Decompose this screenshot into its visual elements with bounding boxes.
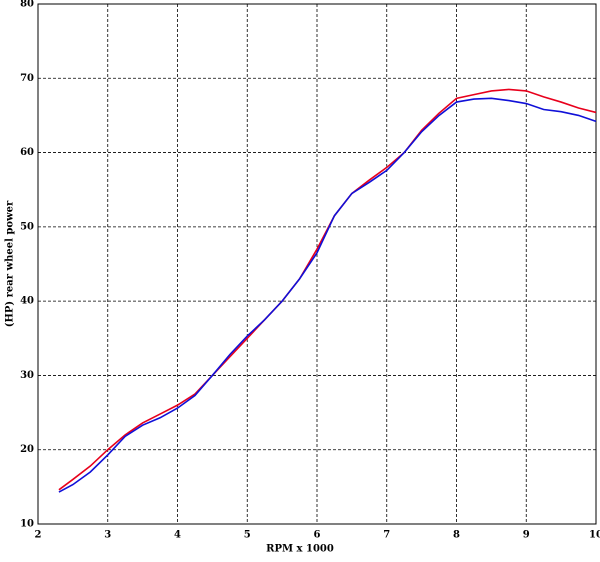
y-tick-label: 60 [20,147,34,158]
y-tick-label: 40 [20,296,34,307]
data-line [58,88,597,491]
x-tick-label: 4 [174,530,181,541]
x-tick-label: 9 [523,530,530,541]
x-axis-label: RPM x 1000 [266,544,334,555]
x-tick-label: 8 [453,530,460,541]
x-tick-label: 2 [35,530,42,541]
x-tick-label: 10 [589,530,600,541]
y-tick-label: 50 [20,221,34,232]
y-tick-label: 80 [20,0,34,10]
y-tick-label: 30 [20,370,34,381]
y-tick-label: 20 [20,444,34,455]
x-tick-label: 3 [104,530,111,541]
y-tick-label: 10 [20,519,34,530]
x-tick-label: 5 [244,530,251,541]
y-tick-label: 70 [20,73,34,84]
y-axis-label: (HP) rear wheel power [5,200,16,327]
x-tick-label: 6 [314,530,321,541]
x-tick-label: 7 [383,530,390,541]
data-line [58,97,597,493]
